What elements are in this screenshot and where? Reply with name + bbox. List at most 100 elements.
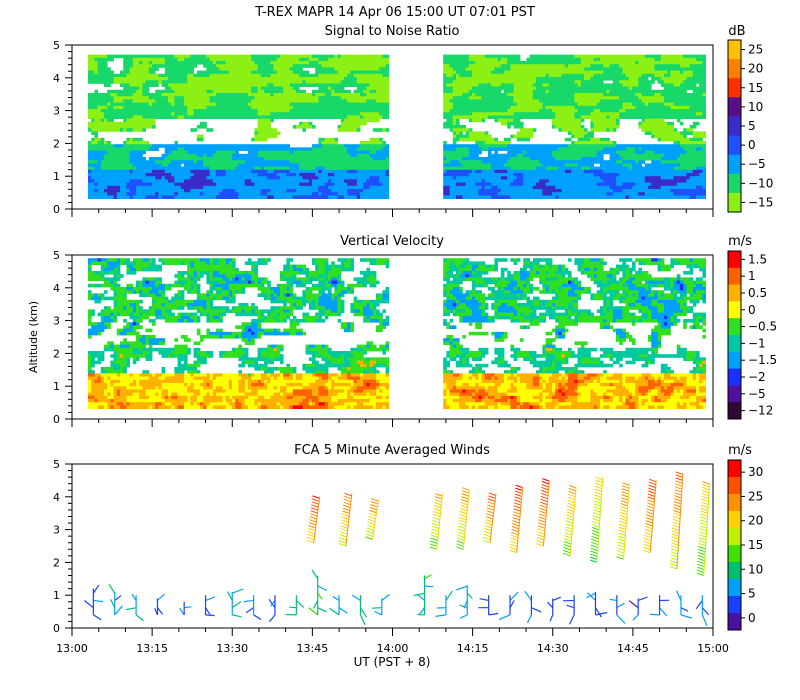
heatmap-cell	[132, 179, 137, 183]
heatmap-cell	[113, 128, 118, 132]
heatmap-cell	[88, 189, 92, 193]
heatmap-cell	[552, 83, 556, 87]
heatmap-cell	[446, 163, 450, 167]
heatmap-cell	[142, 125, 146, 129]
heatmap-cell	[472, 61, 476, 65]
heatmap-cell	[353, 182, 358, 187]
heatmap-cell	[203, 112, 207, 116]
heatmap-cell	[510, 73, 514, 78]
heatmap-cell	[241, 105, 246, 110]
heatmap-cell	[209, 163, 214, 167]
heatmap-cell	[363, 112, 367, 116]
heatmap-cell	[520, 185, 524, 190]
heatmap-cell	[219, 112, 223, 116]
heatmap-cell	[353, 157, 358, 161]
heatmap-cell	[456, 105, 460, 110]
heatmap-cell	[340, 80, 345, 84]
heatmap-cell	[212, 64, 217, 68]
heatmap-cell	[529, 182, 534, 187]
heatmap-cell	[264, 54, 268, 59]
heatmap-cell	[251, 64, 255, 68]
heatmap-cell	[142, 99, 146, 103]
heatmap-cell	[520, 109, 524, 113]
heatmap-cell	[456, 109, 460, 113]
heatmap-cell	[161, 153, 166, 158]
heatmap-cell	[276, 189, 281, 193]
heatmap-cell	[203, 160, 207, 164]
heatmap-cell	[155, 182, 159, 187]
heatmap-cell	[251, 144, 255, 148]
heatmap-cell	[161, 99, 166, 103]
heatmap-cell	[344, 70, 348, 75]
heatmap-cell	[510, 61, 514, 65]
heatmap-cell	[452, 189, 457, 193]
heatmap-cell	[97, 70, 102, 75]
heatmap-cell	[132, 105, 137, 110]
heatmap-cell	[500, 115, 505, 119]
heatmap-cell	[315, 179, 319, 183]
heatmap-cell	[516, 173, 521, 177]
heatmap-cell	[545, 182, 550, 187]
heatmap-cell	[113, 182, 118, 187]
heatmap-cell	[510, 157, 514, 161]
heatmap-cell	[472, 80, 476, 84]
heatmap-cell	[251, 195, 255, 199]
heatmap-cell	[360, 109, 364, 113]
heatmap-cell	[385, 147, 390, 151]
heatmap-cell	[494, 182, 498, 187]
heatmap-cell	[174, 192, 178, 196]
heatmap-cell	[254, 109, 258, 113]
heatmap-cell	[241, 166, 246, 171]
heatmap-cell	[136, 115, 140, 119]
heatmap-cell	[459, 86, 463, 91]
heatmap-cell	[529, 54, 534, 59]
heatmap-cell	[552, 67, 556, 71]
heatmap-cell	[206, 64, 210, 68]
heatmap-cell	[129, 102, 134, 107]
heatmap-cell	[305, 54, 310, 59]
heatmap-cell	[321, 112, 326, 116]
heatmap-cell	[241, 112, 246, 116]
heatmap-cell	[532, 54, 537, 59]
heatmap-cell	[340, 160, 345, 164]
heatmap-cell	[459, 153, 463, 158]
heatmap-cell	[219, 182, 223, 187]
heatmap-cell	[219, 105, 223, 110]
heatmap-cell	[148, 115, 153, 119]
heatmap-cell	[116, 166, 121, 171]
heatmap-cell	[289, 77, 294, 81]
heatmap-cell	[456, 153, 460, 158]
heatmap-cell	[462, 176, 466, 180]
heatmap-cell	[152, 102, 156, 107]
heatmap-cell	[139, 192, 143, 196]
heatmap-cell	[270, 64, 274, 68]
heatmap-cell	[372, 102, 377, 107]
heatmap-cell	[289, 105, 294, 110]
heatmap-cell	[270, 179, 274, 183]
heatmap-cell	[347, 64, 351, 68]
heatmap-cell	[363, 157, 367, 161]
heatmap-cell	[363, 121, 367, 126]
heatmap-cell	[113, 153, 118, 158]
heatmap-cell	[212, 61, 217, 65]
heatmap-cell	[196, 169, 201, 174]
heatmap-cell	[232, 176, 236, 180]
heatmap-cell	[248, 109, 252, 113]
heatmap-cell	[94, 125, 98, 129]
heatmap-cell	[350, 83, 354, 87]
heatmap-cell	[500, 141, 505, 145]
heatmap-cell	[452, 144, 457, 148]
heatmap-cell	[510, 169, 514, 174]
heatmap-cell	[120, 195, 124, 199]
heatmap-cell	[462, 86, 466, 91]
heatmap-cell	[542, 102, 546, 107]
heatmap-cell	[507, 67, 511, 71]
heatmap-cell	[478, 157, 482, 161]
heatmap-cell	[529, 185, 534, 190]
heatmap-cell	[155, 144, 159, 148]
heatmap-cell	[88, 125, 92, 129]
heatmap-cell	[344, 112, 348, 116]
heatmap-cell	[280, 169, 284, 174]
heatmap-cell	[494, 70, 498, 75]
heatmap-cell	[190, 189, 194, 193]
